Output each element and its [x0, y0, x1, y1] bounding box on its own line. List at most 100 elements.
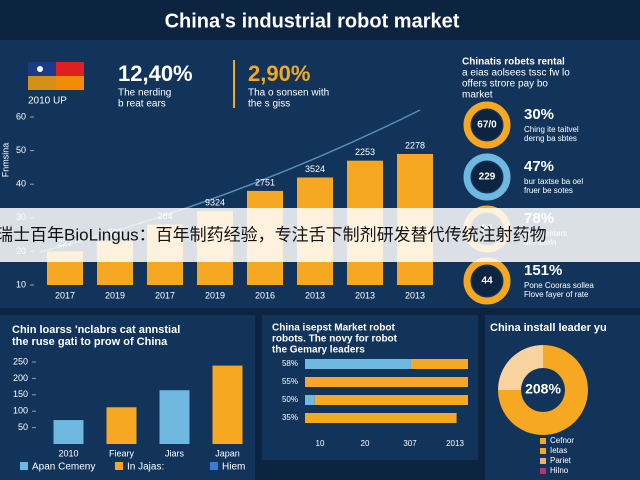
y-tick-label: 250 [13, 356, 28, 366]
x-tick-label: 2013 [405, 290, 425, 300]
x-tick-label: Japan [215, 448, 240, 458]
legend-label: Ietas [550, 446, 567, 455]
bar-label: 3524 [305, 164, 325, 174]
bar-segment [305, 359, 411, 369]
x-tick-label: 10 [316, 439, 325, 448]
y-tick-label: 40 [16, 179, 26, 189]
x-tick-label: 307 [403, 439, 417, 448]
legend-swatch [540, 468, 546, 474]
y-axis-label: Fnmsina [0, 143, 10, 178]
x-tick-label: 20 [361, 439, 370, 448]
panel-title: Chin loarss 'nclabrs cat annstial [12, 324, 180, 336]
flag [28, 62, 84, 90]
legend-swatch [210, 462, 218, 470]
legend-label: Pariet [550, 456, 572, 465]
y-tick-label: 60 [16, 111, 26, 121]
y-tick-label: 55% [282, 377, 298, 386]
stat-text: b reat ears [118, 99, 166, 110]
bar [106, 407, 137, 444]
middle-panel [262, 315, 478, 460]
item-text: Pone Cooras sollea [524, 281, 594, 290]
stat-text: the s giss [248, 99, 290, 110]
ring-label: 229 [479, 172, 496, 183]
x-tick-label: 2017 [55, 290, 75, 300]
stat-value: 2,90% [248, 61, 310, 86]
ring-inner [472, 266, 502, 296]
item-value: 151% [524, 262, 562, 279]
item-text: Flove fayer of rate [524, 290, 589, 299]
panel-title: the ruse gati to prow of China [12, 336, 168, 348]
stat-text: Tha o sonsen with [248, 88, 329, 99]
y-tick-label: 50 [18, 422, 28, 432]
ring-label: 44 [481, 276, 493, 287]
side-text: offers strore pay bo [462, 79, 548, 90]
x-tick-label: 2017 [155, 290, 175, 300]
banner [0, 208, 640, 262]
bar [159, 390, 190, 444]
title: China's industrial robot market [165, 10, 460, 32]
x-tick-label: 2019 [205, 290, 225, 300]
y-tick-label: 35% [282, 413, 298, 422]
y-tick-label: 50% [282, 395, 298, 404]
item-value: 30% [524, 106, 554, 123]
bar-segment [305, 413, 457, 423]
legend-label: Apan Cemeny [32, 462, 95, 473]
pie-center-label: 208% [525, 381, 561, 397]
panel-title: the Gemary leaders [272, 345, 365, 356]
legend-swatch [115, 462, 123, 470]
stat-value: 12,40% [118, 61, 193, 86]
banner-text: 瑞士百年BioLingus：百年制药经验，专注舌下制剂研发替代传统注射药物 [0, 225, 547, 244]
ring-label: 67/0 [477, 120, 497, 131]
item-value: 47% [524, 158, 554, 175]
panel-title: robots. The novy for robot [272, 334, 398, 345]
item-text: derng ba sbtes [524, 134, 577, 143]
legend-label: Hilno [550, 466, 569, 475]
side-text: market [462, 90, 493, 101]
x-tick-label: Fieary [109, 448, 135, 458]
side-text: a eias aolsees tssc fw lo [462, 68, 570, 79]
bar-segment [305, 377, 468, 387]
ring-inner [472, 162, 502, 192]
bar-label: 9324 [205, 197, 225, 207]
bar-label: 2278 [405, 140, 425, 150]
x-tick-label: 2013 [305, 290, 325, 300]
ring-inner [472, 110, 502, 140]
bar [212, 365, 243, 444]
pie-slice [498, 345, 588, 435]
x-tick-label: 2013 [446, 439, 464, 448]
pie-slice [498, 345, 543, 390]
legend-swatch [540, 458, 546, 464]
legend-label: In Jajas: [127, 462, 164, 473]
legend-swatch [540, 438, 546, 444]
panel-title: China isepst Market robot [272, 323, 395, 334]
item-text: Ching ite taitvel [524, 125, 579, 134]
item-text: fruer be sotes [524, 186, 573, 195]
legend-label: Hiem [222, 462, 245, 473]
x-tick-label: Jiars [165, 448, 185, 458]
item-text: bur taxtse ba oel [524, 177, 583, 186]
x-tick-label: 2016 [255, 290, 275, 300]
stat-text: The nerding [118, 88, 171, 99]
bar-segment [305, 395, 315, 405]
bar [53, 420, 84, 444]
x-tick-label: 2013 [355, 290, 375, 300]
y-tick-label: 50 [16, 145, 26, 155]
bar-label: 2751 [255, 177, 275, 187]
legend-swatch [20, 462, 28, 470]
bar-segment [314, 395, 468, 405]
y-tick-label: 100 [13, 406, 28, 416]
side-text: Chinatis robets rental [462, 57, 565, 68]
legend-swatch [540, 448, 546, 454]
y-tick-label: 10 [16, 279, 26, 289]
ring [463, 101, 511, 149]
x-tick-label: 2019 [105, 290, 125, 300]
legend-label: Cefnor [550, 436, 574, 445]
y-tick-label: 58% [282, 359, 298, 368]
y-tick-label: 200 [13, 373, 28, 383]
bar-segment [410, 359, 468, 369]
ring [463, 153, 511, 201]
panel-title: China install leader yu [490, 322, 607, 334]
bar-label: 2253 [355, 147, 375, 157]
